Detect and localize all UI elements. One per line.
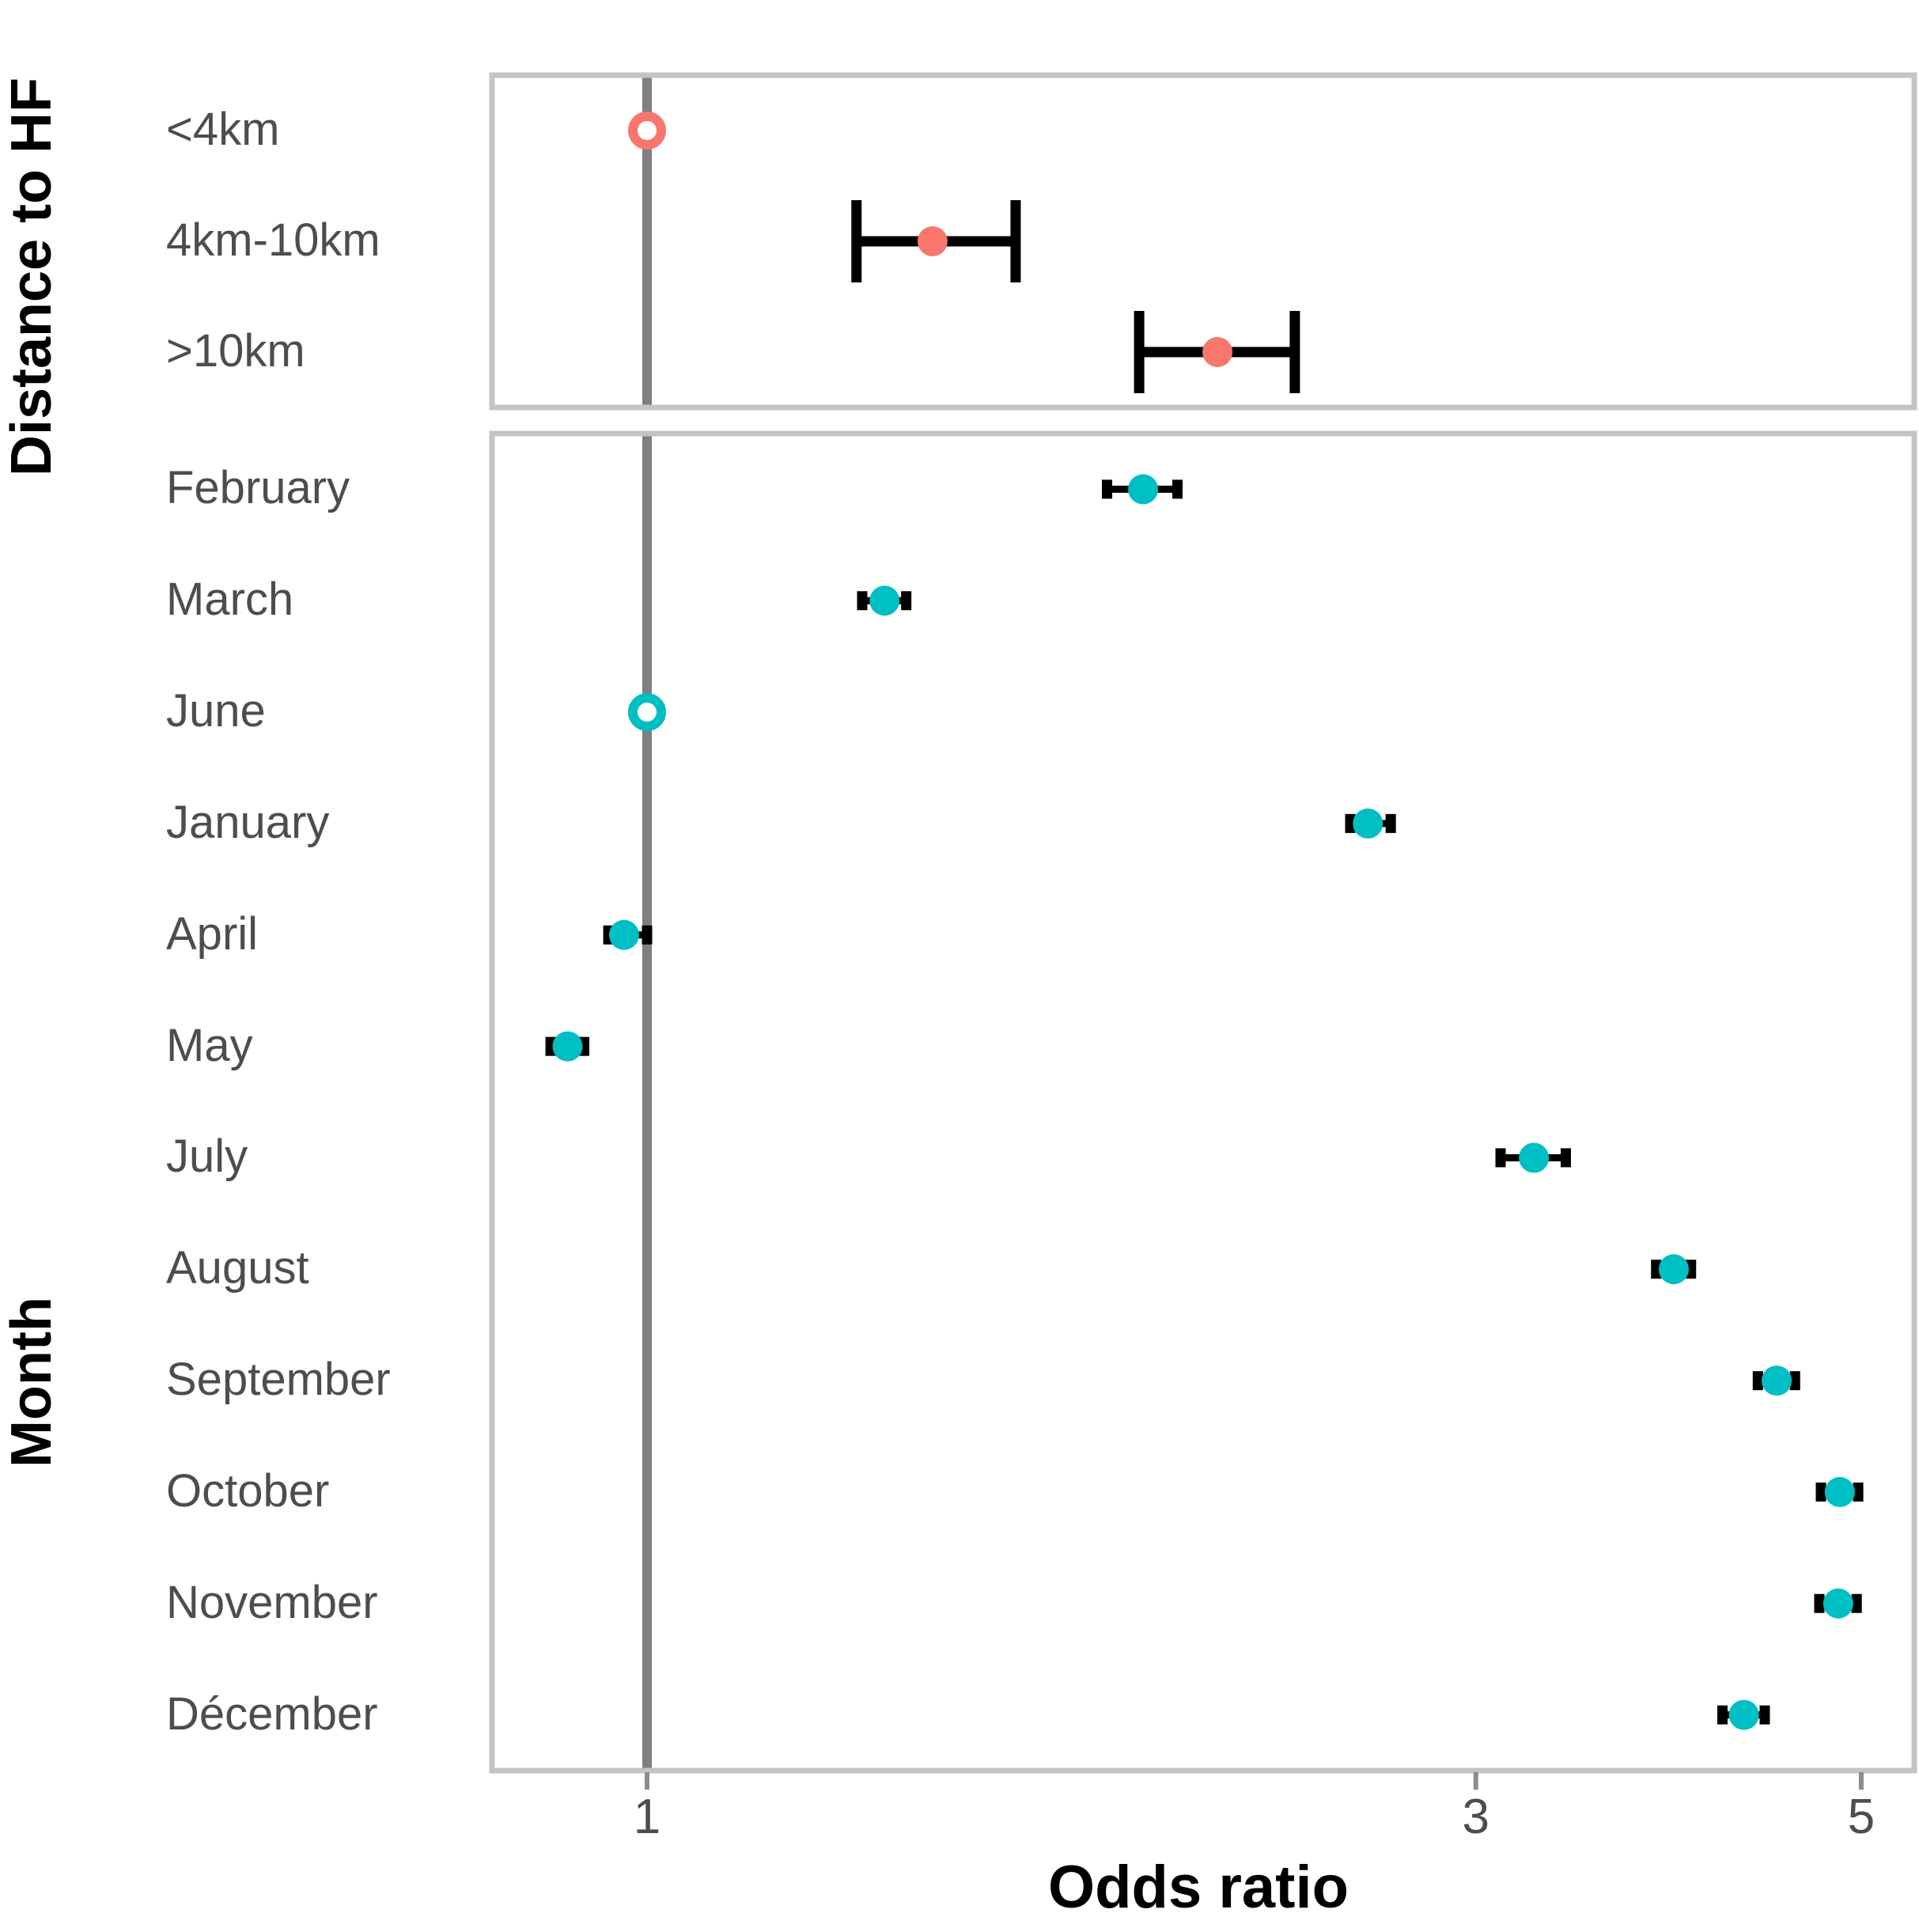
point-december (1728, 1699, 1759, 1730)
row-label->10km: >10km (166, 324, 305, 377)
point-april (608, 919, 639, 950)
row-label-february: February (166, 462, 350, 514)
x-axis-title: Odds ratio (1047, 1854, 1349, 1921)
row-label-january: January (166, 796, 330, 848)
point-march (869, 585, 900, 616)
row-label-september: September (166, 1353, 391, 1405)
point-october (1824, 1476, 1855, 1507)
point-4km-10km (917, 226, 948, 256)
panel-border (489, 430, 1917, 1774)
row-label-may: May (166, 1019, 253, 1071)
point->10km (1202, 337, 1233, 367)
row-label-april: April (166, 907, 259, 960)
row-label-<4km: <4km (166, 103, 280, 155)
x-tick-label-5: 5 (1847, 1790, 1875, 1844)
row-label-august: August (166, 1242, 309, 1294)
point-august (1658, 1254, 1689, 1285)
x-tick-label-3: 3 (1462, 1790, 1489, 1844)
y-axis-title-distance: Distance to HF (0, 77, 63, 477)
row-label-december: Décember (166, 1688, 378, 1740)
reference-point-<4km (628, 112, 666, 150)
panel-border (489, 72, 1917, 411)
point-july (1519, 1142, 1550, 1173)
row-label-july: July (166, 1131, 248, 1183)
point-september (1762, 1366, 1792, 1396)
x-tick-label-1: 1 (633, 1790, 661, 1844)
row-label-4km-10km: 4km-10km (166, 214, 380, 266)
row-label-march: March (166, 574, 294, 626)
reference-point-june (628, 693, 666, 732)
point-november (1822, 1588, 1853, 1619)
point-may (552, 1031, 583, 1062)
y-axis-title-month: Month (0, 1297, 63, 1468)
row-label-november: November (166, 1576, 378, 1628)
point-january (1353, 808, 1383, 839)
point-february (1128, 474, 1159, 505)
row-label-june: June (166, 684, 266, 737)
row-label-october: October (166, 1464, 330, 1517)
